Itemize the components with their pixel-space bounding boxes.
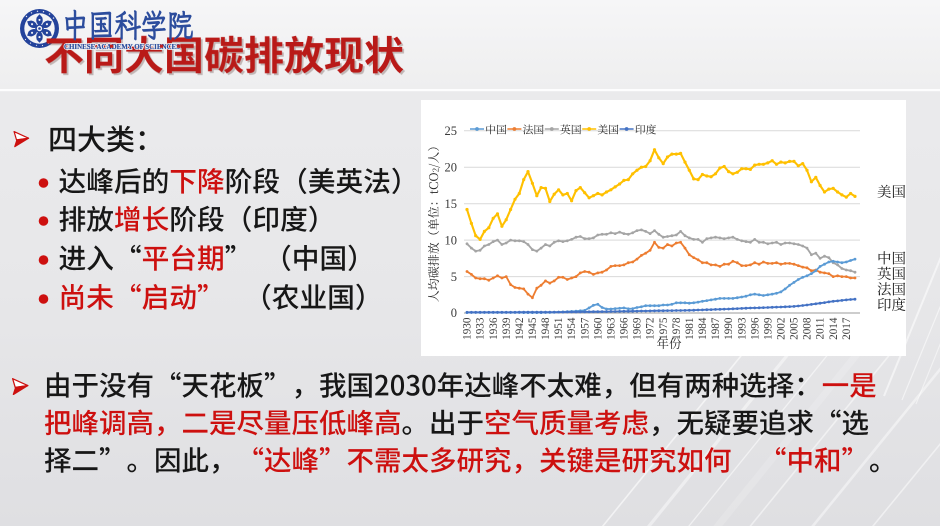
svg-text:CHINESE ACADEMY OF SCIENCES: CHINESE ACADEMY OF SCIENCES [64, 43, 180, 51]
svg-text:1966: 1966 [619, 317, 631, 340]
svg-text:1990: 1990 [723, 317, 735, 340]
svg-text:1975: 1975 [658, 317, 670, 340]
svg-text:2014: 2014 [828, 317, 840, 340]
svg-text:5: 5 [451, 270, 457, 284]
svg-text:0: 0 [451, 306, 457, 320]
svg-text:1957: 1957 [579, 317, 591, 340]
svg-text:1963: 1963 [606, 317, 618, 340]
svg-text:1930: 1930 [462, 317, 474, 340]
svg-text:25: 25 [445, 124, 458, 138]
svg-text:1954: 1954 [566, 317, 578, 340]
svg-text:1933: 1933 [475, 317, 487, 340]
svg-text:2002: 2002 [776, 318, 788, 340]
svg-text:20: 20 [445, 160, 458, 174]
svg-text:1987: 1987 [710, 317, 722, 340]
svg-text:1999: 1999 [762, 317, 774, 340]
svg-text:15: 15 [445, 197, 458, 211]
svg-text:1972: 1972 [645, 318, 657, 340]
svg-text:1978: 1978 [671, 317, 683, 340]
svg-text:2017: 2017 [841, 317, 853, 340]
svg-text:1939: 1939 [501, 317, 513, 340]
svg-text:2011: 2011 [815, 318, 827, 340]
svg-text:1960: 1960 [592, 317, 604, 340]
svg-text:1942: 1942 [514, 318, 526, 340]
svg-text:CHINESE ACADEMY OF SCIENCES: CHINESE ACADEMY OF SCIENCES [64, 43, 180, 51]
svg-text:1948: 1948 [540, 317, 552, 340]
svg-text:2008: 2008 [802, 317, 814, 340]
svg-text:2005: 2005 [789, 317, 801, 340]
svg-text:1996: 1996 [749, 317, 761, 340]
svg-text:1981: 1981 [684, 318, 696, 340]
svg-text:1936: 1936 [488, 317, 500, 340]
svg-text:1945: 1945 [527, 317, 539, 340]
svg-text:1984: 1984 [697, 317, 709, 340]
svg-text:1951: 1951 [553, 318, 565, 340]
svg-text:1969: 1969 [632, 317, 644, 340]
svg-text:10: 10 [445, 233, 458, 247]
svg-text:1993: 1993 [736, 317, 748, 340]
